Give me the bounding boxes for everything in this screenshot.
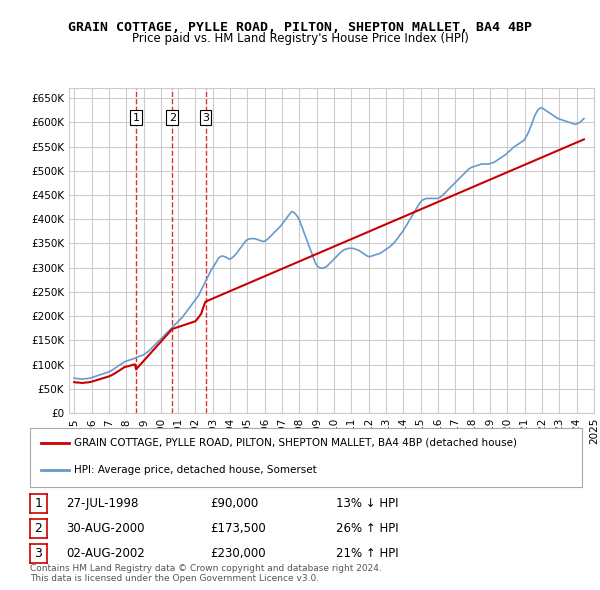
Text: 1: 1 xyxy=(34,497,43,510)
Text: 3: 3 xyxy=(202,113,209,123)
Text: 3: 3 xyxy=(34,547,43,560)
Text: 30-AUG-2000: 30-AUG-2000 xyxy=(66,522,145,535)
Text: 13% ↓ HPI: 13% ↓ HPI xyxy=(336,497,398,510)
Text: 2: 2 xyxy=(169,113,176,123)
Text: £90,000: £90,000 xyxy=(210,497,258,510)
Text: GRAIN COTTAGE, PYLLE ROAD, PILTON, SHEPTON MALLET, BA4 4BP (detached house): GRAIN COTTAGE, PYLLE ROAD, PILTON, SHEPT… xyxy=(74,438,517,447)
Text: 27-JUL-1998: 27-JUL-1998 xyxy=(66,497,139,510)
Text: Price paid vs. HM Land Registry's House Price Index (HPI): Price paid vs. HM Land Registry's House … xyxy=(131,32,469,45)
Text: 21% ↑ HPI: 21% ↑ HPI xyxy=(336,547,398,560)
Text: 02-AUG-2002: 02-AUG-2002 xyxy=(66,547,145,560)
Text: £173,500: £173,500 xyxy=(210,522,266,535)
Text: £230,000: £230,000 xyxy=(210,547,266,560)
Text: GRAIN COTTAGE, PYLLE ROAD, PILTON, SHEPTON MALLET, BA4 4BP: GRAIN COTTAGE, PYLLE ROAD, PILTON, SHEPT… xyxy=(68,21,532,34)
Text: 26% ↑ HPI: 26% ↑ HPI xyxy=(336,522,398,535)
Text: HPI: Average price, detached house, Somerset: HPI: Average price, detached house, Some… xyxy=(74,466,317,475)
Text: 1: 1 xyxy=(133,113,140,123)
Text: Contains HM Land Registry data © Crown copyright and database right 2024.
This d: Contains HM Land Registry data © Crown c… xyxy=(30,563,382,583)
Text: 2: 2 xyxy=(34,522,43,535)
